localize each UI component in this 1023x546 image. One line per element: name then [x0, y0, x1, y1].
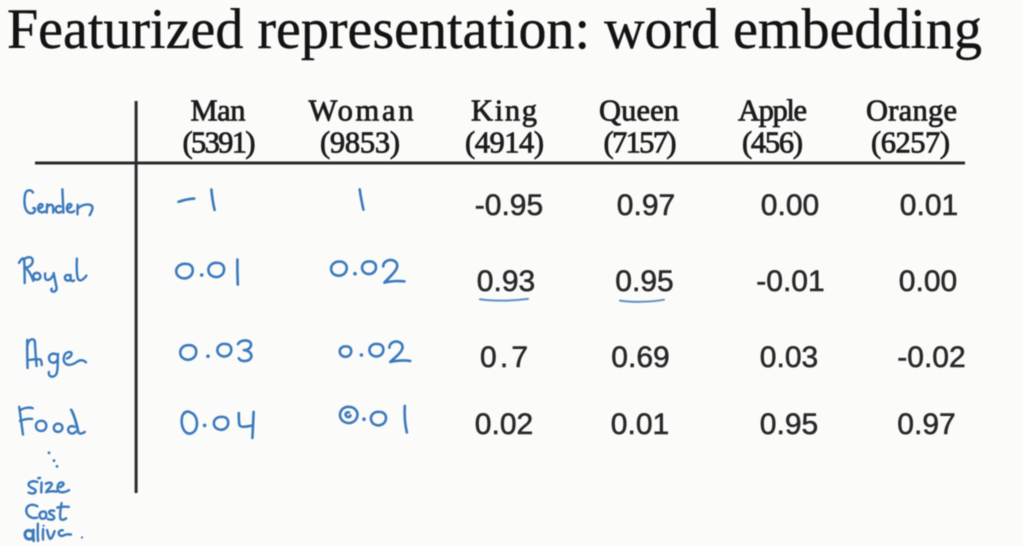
svg-text:0.69: 0.69 — [611, 341, 669, 374]
svg-text:(4914): (4914) — [465, 126, 544, 160]
svg-text:0.95: 0.95 — [760, 408, 818, 441]
svg-text:0.97: 0.97 — [897, 408, 955, 441]
svg-text:0.95: 0.95 — [615, 265, 673, 298]
svg-text:Queen: Queen — [599, 94, 679, 128]
svg-text:Apple: Apple — [738, 94, 807, 128]
svg-text:0.02: 0.02 — [475, 408, 533, 441]
svg-text:0.01: 0.01 — [611, 408, 669, 441]
svg-text:(7157): (7157) — [604, 126, 677, 160]
svg-text:-0.01: -0.01 — [756, 265, 824, 298]
svg-text:0.97: 0.97 — [617, 189, 675, 222]
svg-text:(6257): (6257) — [871, 126, 950, 160]
svg-text:Woman: Woman — [309, 94, 414, 128]
svg-text:-0.02: -0.02 — [897, 341, 965, 374]
svg-text:Featurized representation: wor: Featurized representation: word embeddin… — [7, 0, 982, 61]
svg-text:Orange: Orange — [866, 94, 957, 128]
svg-text:(5391): (5391) — [183, 126, 256, 160]
svg-text:0.01: 0.01 — [900, 189, 958, 222]
svg-text:Man: Man — [191, 94, 246, 128]
svg-text:(456): (456) — [742, 126, 803, 160]
svg-text:0.03: 0.03 — [760, 341, 818, 374]
svg-text:0.7: 0.7 — [480, 341, 528, 374]
svg-text:0.93: 0.93 — [477, 265, 535, 298]
svg-text:0.00: 0.00 — [899, 265, 957, 298]
svg-text:King: King — [471, 94, 537, 128]
svg-text:-0.95: -0.95 — [475, 189, 543, 222]
svg-text:0.00: 0.00 — [761, 189, 819, 222]
svg-text:(9853): (9853) — [320, 126, 400, 160]
